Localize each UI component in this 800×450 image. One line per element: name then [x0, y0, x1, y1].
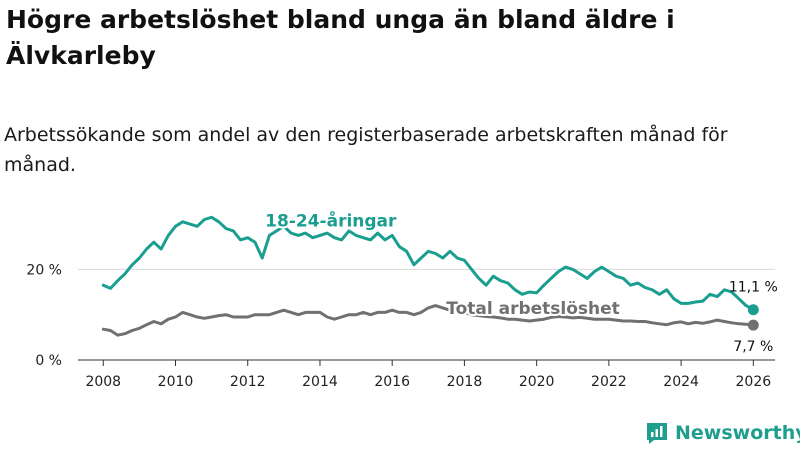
- brand-logo: Newsworthy: [645, 420, 800, 446]
- x-tick-label: 2010: [158, 374, 194, 390]
- newsworthy-logo-icon: [647, 423, 667, 444]
- end-value-label-youth: 11,1 %: [729, 280, 778, 296]
- chart-title: Högre arbetslöshet bland unga än bland ä…: [6, 5, 675, 70]
- series-label-total: Total arbetslöshet: [446, 299, 620, 319]
- x-tick-label: 2024: [663, 374, 699, 390]
- chart-subtitle: Arbetssökande som andel av den registerb…: [4, 124, 728, 176]
- axis-ticks: 0 % 20 % 2008 2010 2012 2014 2016 2018 2020 2022 2…: [26, 262, 771, 390]
- x-tick-label: 2020: [519, 374, 555, 390]
- brand-name: Newsworthy: [675, 422, 800, 444]
- series-line-total: [101, 304, 755, 337]
- x-tick-label: 2014: [302, 374, 338, 390]
- end-value-label-total: 7,7 %: [733, 339, 773, 355]
- x-tick-label: 2008: [85, 374, 121, 390]
- x-tick-label: 2018: [447, 374, 483, 390]
- end-point-youth: [747, 304, 759, 316]
- end-point-total: [747, 319, 759, 331]
- chart-labels: 11,1 % 7,7 % 18-24-åringar Total arbetslösh…: [263, 207, 778, 355]
- grid-lines: [78, 268, 775, 361]
- x-tick-label: 2012: [230, 374, 266, 390]
- x-tick-label: 2022: [591, 374, 627, 390]
- y-tick-label: 20 %: [26, 262, 62, 278]
- y-tick-label: 0 %: [35, 353, 62, 369]
- series-lines: [101, 215, 759, 337]
- x-tick-label: 2016: [374, 374, 410, 390]
- series-label-youth: 18-24-åringar: [265, 209, 397, 231]
- series-line-youth: [101, 215, 755, 312]
- x-tick-label: 2026: [736, 374, 772, 390]
